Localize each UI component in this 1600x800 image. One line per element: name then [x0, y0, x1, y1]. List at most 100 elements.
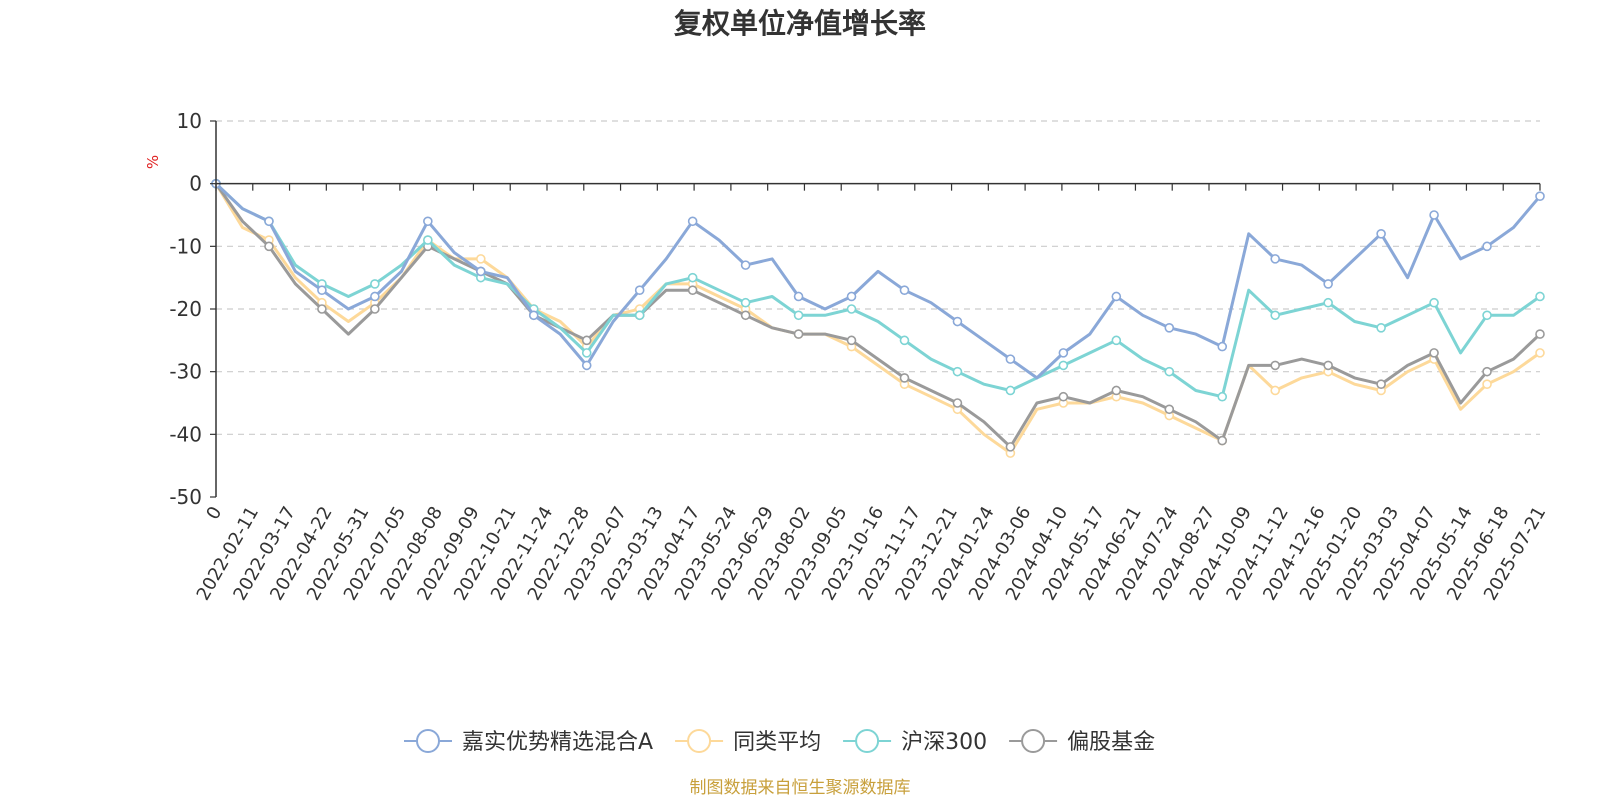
series-line [214, 182, 1542, 380]
data-point [581, 335, 592, 346]
legend[interactable]: 嘉实优势精选混合A 同类平均 沪深300 偏股基金 [404, 729, 1155, 755]
data-point [317, 285, 327, 296]
data-point [264, 241, 274, 252]
series-line [214, 182, 1541, 455]
legend-label: 偏股基金 [1067, 730, 1155, 755]
data-point [1323, 360, 1333, 371]
data-point [846, 304, 857, 314]
grid-lines [216, 120, 1540, 435]
data-point [1111, 291, 1122, 302]
y-tick-label: 10 [177, 109, 202, 133]
data-point [1429, 297, 1439, 308]
data-point [1323, 279, 1333, 289]
data-point [475, 254, 486, 264]
series-line [214, 182, 1542, 449]
data-point [899, 335, 910, 346]
data-point [1535, 348, 1545, 358]
data-point [1058, 348, 1069, 358]
data-point [1058, 391, 1069, 402]
legend-marker-icon [1021, 729, 1046, 753]
data-point [1270, 254, 1280, 264]
data-point [1482, 366, 1492, 377]
data-point [1005, 385, 1016, 396]
data-point [423, 216, 433, 227]
data-point [634, 310, 645, 321]
data-point [1270, 360, 1280, 371]
legend-label: 同类平均 [733, 730, 821, 755]
data-point [1482, 241, 1492, 252]
y-tick-label: -10 [169, 234, 202, 258]
data-point [1535, 191, 1545, 201]
y-tick-label: -30 [169, 360, 202, 384]
axes [210, 120, 1541, 498]
y-axis-unit-label: % [144, 155, 162, 169]
y-tick-label: 0 [189, 172, 202, 196]
data-point [1217, 391, 1228, 402]
legend-label: 嘉实优势精选混合A [462, 730, 653, 755]
data-point [1535, 329, 1545, 339]
x-tick-label: 0 [202, 503, 226, 523]
data-point [952, 398, 963, 408]
data-point [1270, 310, 1280, 321]
data-point [370, 304, 380, 314]
source-note: 制图数据来自恒生聚源数据库 [690, 778, 911, 798]
data-point [793, 291, 804, 302]
data-point [1217, 435, 1228, 446]
data-point [370, 279, 380, 289]
data-point [793, 310, 804, 321]
data-point [1323, 297, 1333, 308]
data-point [1535, 291, 1545, 302]
data-point [1376, 379, 1386, 390]
legend-item[interactable]: 沪深300 [843, 729, 987, 755]
data-point [1429, 348, 1439, 358]
y-tick-label: -40 [169, 422, 202, 446]
data-point [1111, 335, 1122, 346]
data-point [528, 310, 539, 321]
data-point [952, 316, 963, 327]
y-tick-label: -50 [169, 485, 202, 509]
chart-title: 复权单位净值增长率 [674, 7, 926, 40]
data-point [793, 329, 804, 339]
legend-item[interactable]: 同类平均 [675, 729, 821, 755]
legend-item[interactable]: 偏股基金 [1009, 729, 1155, 755]
x-tick-labels: 02022-02-112022-03-172022-04-222022-05-3… [193, 503, 1551, 604]
data-point [1482, 310, 1492, 321]
legend-label: 沪深300 [901, 730, 987, 755]
data-point [1164, 366, 1175, 377]
data-point [1376, 322, 1386, 333]
legend-marker-icon [687, 729, 712, 753]
data-point [581, 348, 592, 358]
legend-item[interactable]: 嘉实优势精选混合A [404, 729, 653, 755]
data-point [581, 360, 592, 371]
data-point [740, 297, 751, 308]
data-point [1217, 341, 1228, 352]
data-point [264, 216, 274, 227]
data-point [423, 235, 433, 245]
data-point [1005, 442, 1016, 452]
data-point [1164, 322, 1175, 333]
data-point [1482, 379, 1492, 390]
data-point [317, 304, 327, 314]
legend-marker-icon [416, 729, 440, 753]
data-point [1111, 385, 1122, 396]
data-point [475, 266, 486, 277]
data-point [687, 285, 698, 296]
data-point [1058, 360, 1069, 371]
series-layer [211, 178, 1545, 458]
data-point [634, 285, 645, 296]
data-point [740, 260, 751, 270]
data-point [952, 366, 963, 377]
data-point [1429, 210, 1439, 220]
data-point [1005, 354, 1016, 364]
y-tick-labels: 10 0 -10 -20 -30 -40 -50 [169, 109, 202, 509]
data-point [1376, 229, 1386, 239]
data-point [687, 272, 698, 283]
data-point [740, 310, 751, 321]
series-line [214, 182, 1541, 399]
data-point [899, 285, 910, 296]
data-point [846, 291, 857, 302]
data-point [687, 216, 698, 227]
data-point [846, 335, 857, 346]
data-point [370, 291, 380, 302]
